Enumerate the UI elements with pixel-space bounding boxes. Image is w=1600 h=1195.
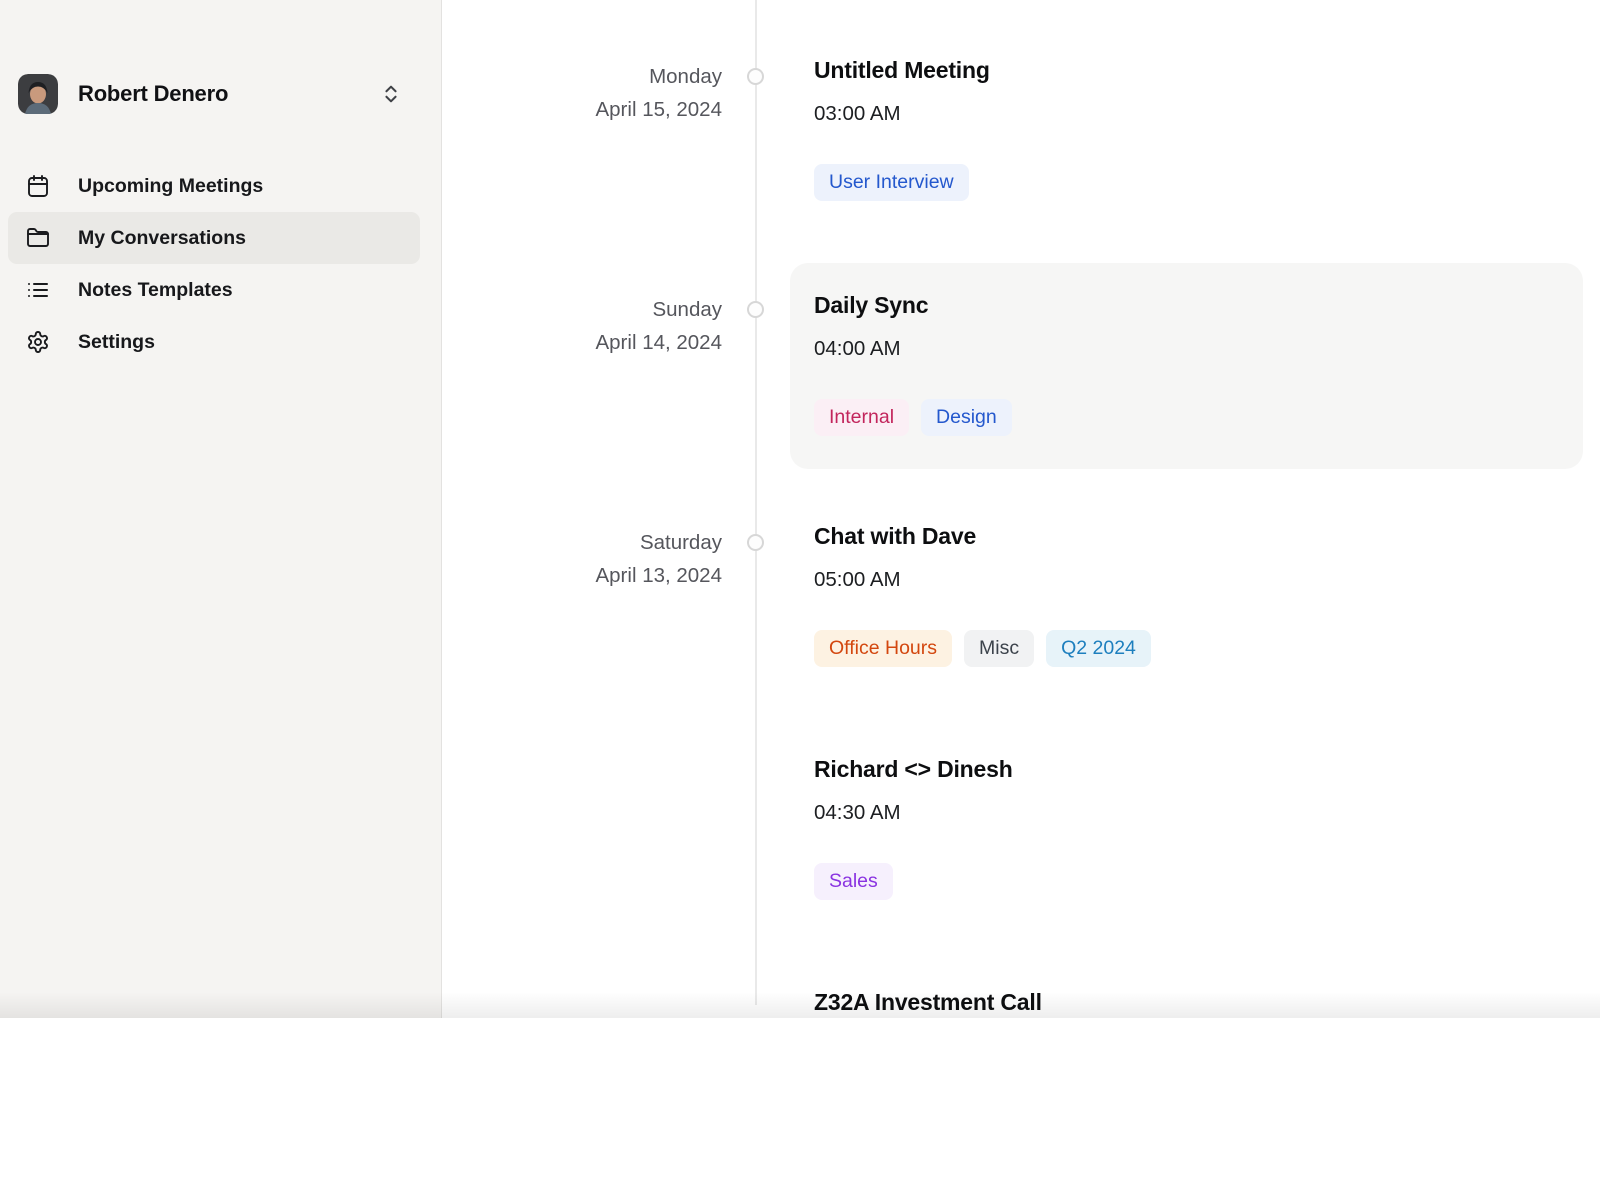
meeting-title: Untitled Meeting — [814, 57, 990, 83]
meeting-tags: Internal Design — [814, 399, 1553, 436]
folder-icon — [26, 226, 50, 250]
sidebar-item-label: Settings — [78, 330, 155, 353]
tag-sales[interactable]: Sales — [814, 863, 893, 900]
meeting-tags: Sales — [814, 863, 1583, 900]
meeting-time: 04:30 AM — [814, 801, 901, 824]
timeline-row: Z32A Investment Call — [442, 962, 1600, 1195]
meeting-time: 04:00 AM — [814, 337, 901, 360]
meeting-card[interactable]: Chat with Dave 05:00 AM Office Hours Misc Q2… — [790, 496, 1583, 667]
sidebar-nav: Upcoming Meetings My Conversations Notes T… — [0, 160, 441, 368]
meeting-tags: User Interview — [814, 164, 1583, 201]
date-label — [442, 992, 722, 1195]
timeline-row: Saturday April 13, 2024 Chat with Dave 05:0… — [442, 496, 1600, 729]
meeting-title: Z32A Investment Call — [814, 989, 1042, 1015]
meeting-column: Richard <> Dinesh 04:30 AM Sales — [790, 729, 1600, 962]
timeline-row: Sunday April 14, 2024 Daily Sync 04:00 AM In… — [442, 263, 1600, 496]
conversations-timeline: Monday April 15, 2024 Untitled Meeting 03:0… — [442, 0, 1600, 1018]
meeting-time: 05:00 AM — [814, 568, 901, 591]
chevrons-up-down-icon — [380, 83, 402, 105]
sidebar-item-notes-templates[interactable]: Notes Templates — [8, 264, 420, 316]
sidebar-item-label: My Conversations — [78, 226, 246, 249]
user-menu[interactable]: Robert Denero — [18, 74, 402, 114]
tag-internal[interactable]: Internal — [814, 399, 910, 436]
sidebar: Robert Denero Upcoming Meetings My Conver… — [0, 0, 442, 1018]
day-name: Saturday — [639, 531, 722, 554]
meeting-card[interactable]: Untitled Meeting 03:00 AM User Interview — [790, 30, 1583, 201]
meeting-column: Daily Sync 04:00 AM Internal Design — [790, 263, 1600, 496]
sidebar-item-upcoming-meetings[interactable]: Upcoming Meetings — [8, 160, 420, 212]
sidebar-item-my-conversations[interactable]: My Conversations — [8, 212, 420, 264]
meeting-title: Richard <> Dinesh — [814, 756, 1013, 782]
tag-office-hours[interactable]: Office Hours — [814, 630, 953, 667]
meeting-time: 03:00 AM — [814, 102, 901, 125]
tag-misc[interactable]: Misc — [964, 630, 1035, 667]
timeline-dot-column — [722, 729, 790, 962]
gear-icon — [26, 330, 50, 354]
sidebar-item-settings[interactable]: Settings — [8, 316, 420, 368]
calendar-icon — [26, 174, 50, 198]
date-text: April 15, 2024 — [595, 98, 722, 121]
timeline-dot — [747, 301, 764, 318]
avatar — [18, 74, 58, 114]
timeline-dot-column — [722, 30, 790, 263]
tag-q2-2024[interactable]: Q2 2024 — [1046, 630, 1151, 667]
date-label: Saturday April 13, 2024 — [442, 526, 722, 729]
user-name: Robert Denero — [78, 81, 229, 106]
date-label — [442, 759, 722, 962]
meeting-column: Z32A Investment Call — [790, 962, 1600, 1195]
timeline-dot-column — [722, 496, 790, 729]
meeting-card[interactable]: Richard <> Dinesh 04:30 AM Sales — [790, 729, 1583, 900]
date-label: Sunday April 14, 2024 — [442, 293, 722, 496]
meeting-title: Chat with Dave — [814, 523, 977, 549]
day-name: Sunday — [652, 298, 722, 321]
timeline-dot — [747, 68, 764, 85]
meeting-rows: Monday April 15, 2024 Untitled Meeting 03:0… — [442, 0, 1600, 1195]
timeline-dot-column — [722, 263, 790, 496]
list-icon — [26, 278, 50, 302]
meeting-column: Chat with Dave 05:00 AM Office Hours Misc Q2… — [790, 496, 1600, 729]
date-text: April 14, 2024 — [595, 331, 722, 354]
meeting-card[interactable]: Daily Sync 04:00 AM Internal Design — [790, 263, 1583, 469]
meeting-tags: Office Hours Misc Q2 2024 — [814, 630, 1583, 667]
app-window: Robert Denero Upcoming Meetings My Conver… — [0, 0, 1600, 1018]
timeline-dot-column — [722, 962, 790, 1195]
date-label: Monday April 15, 2024 — [442, 60, 722, 263]
meeting-title: Daily Sync — [814, 292, 929, 318]
timeline-row: Monday April 15, 2024 Untitled Meeting 03:0… — [442, 30, 1600, 263]
meeting-column: Untitled Meeting 03:00 AM User Interview — [790, 30, 1600, 263]
date-text: April 13, 2024 — [595, 564, 722, 587]
day-name: Monday — [649, 65, 722, 88]
timeline-line — [755, 0, 757, 1005]
meeting-card[interactable]: Z32A Investment Call — [790, 962, 1583, 1018]
timeline-dot — [747, 534, 764, 551]
timeline-row: Richard <> Dinesh 04:30 AM Sales — [442, 729, 1600, 962]
tag-design[interactable]: Design — [921, 399, 1012, 436]
sidebar-item-label: Upcoming Meetings — [78, 174, 264, 197]
tag-user-interview[interactable]: User Interview — [814, 164, 969, 201]
sidebar-item-label: Notes Templates — [78, 278, 233, 301]
